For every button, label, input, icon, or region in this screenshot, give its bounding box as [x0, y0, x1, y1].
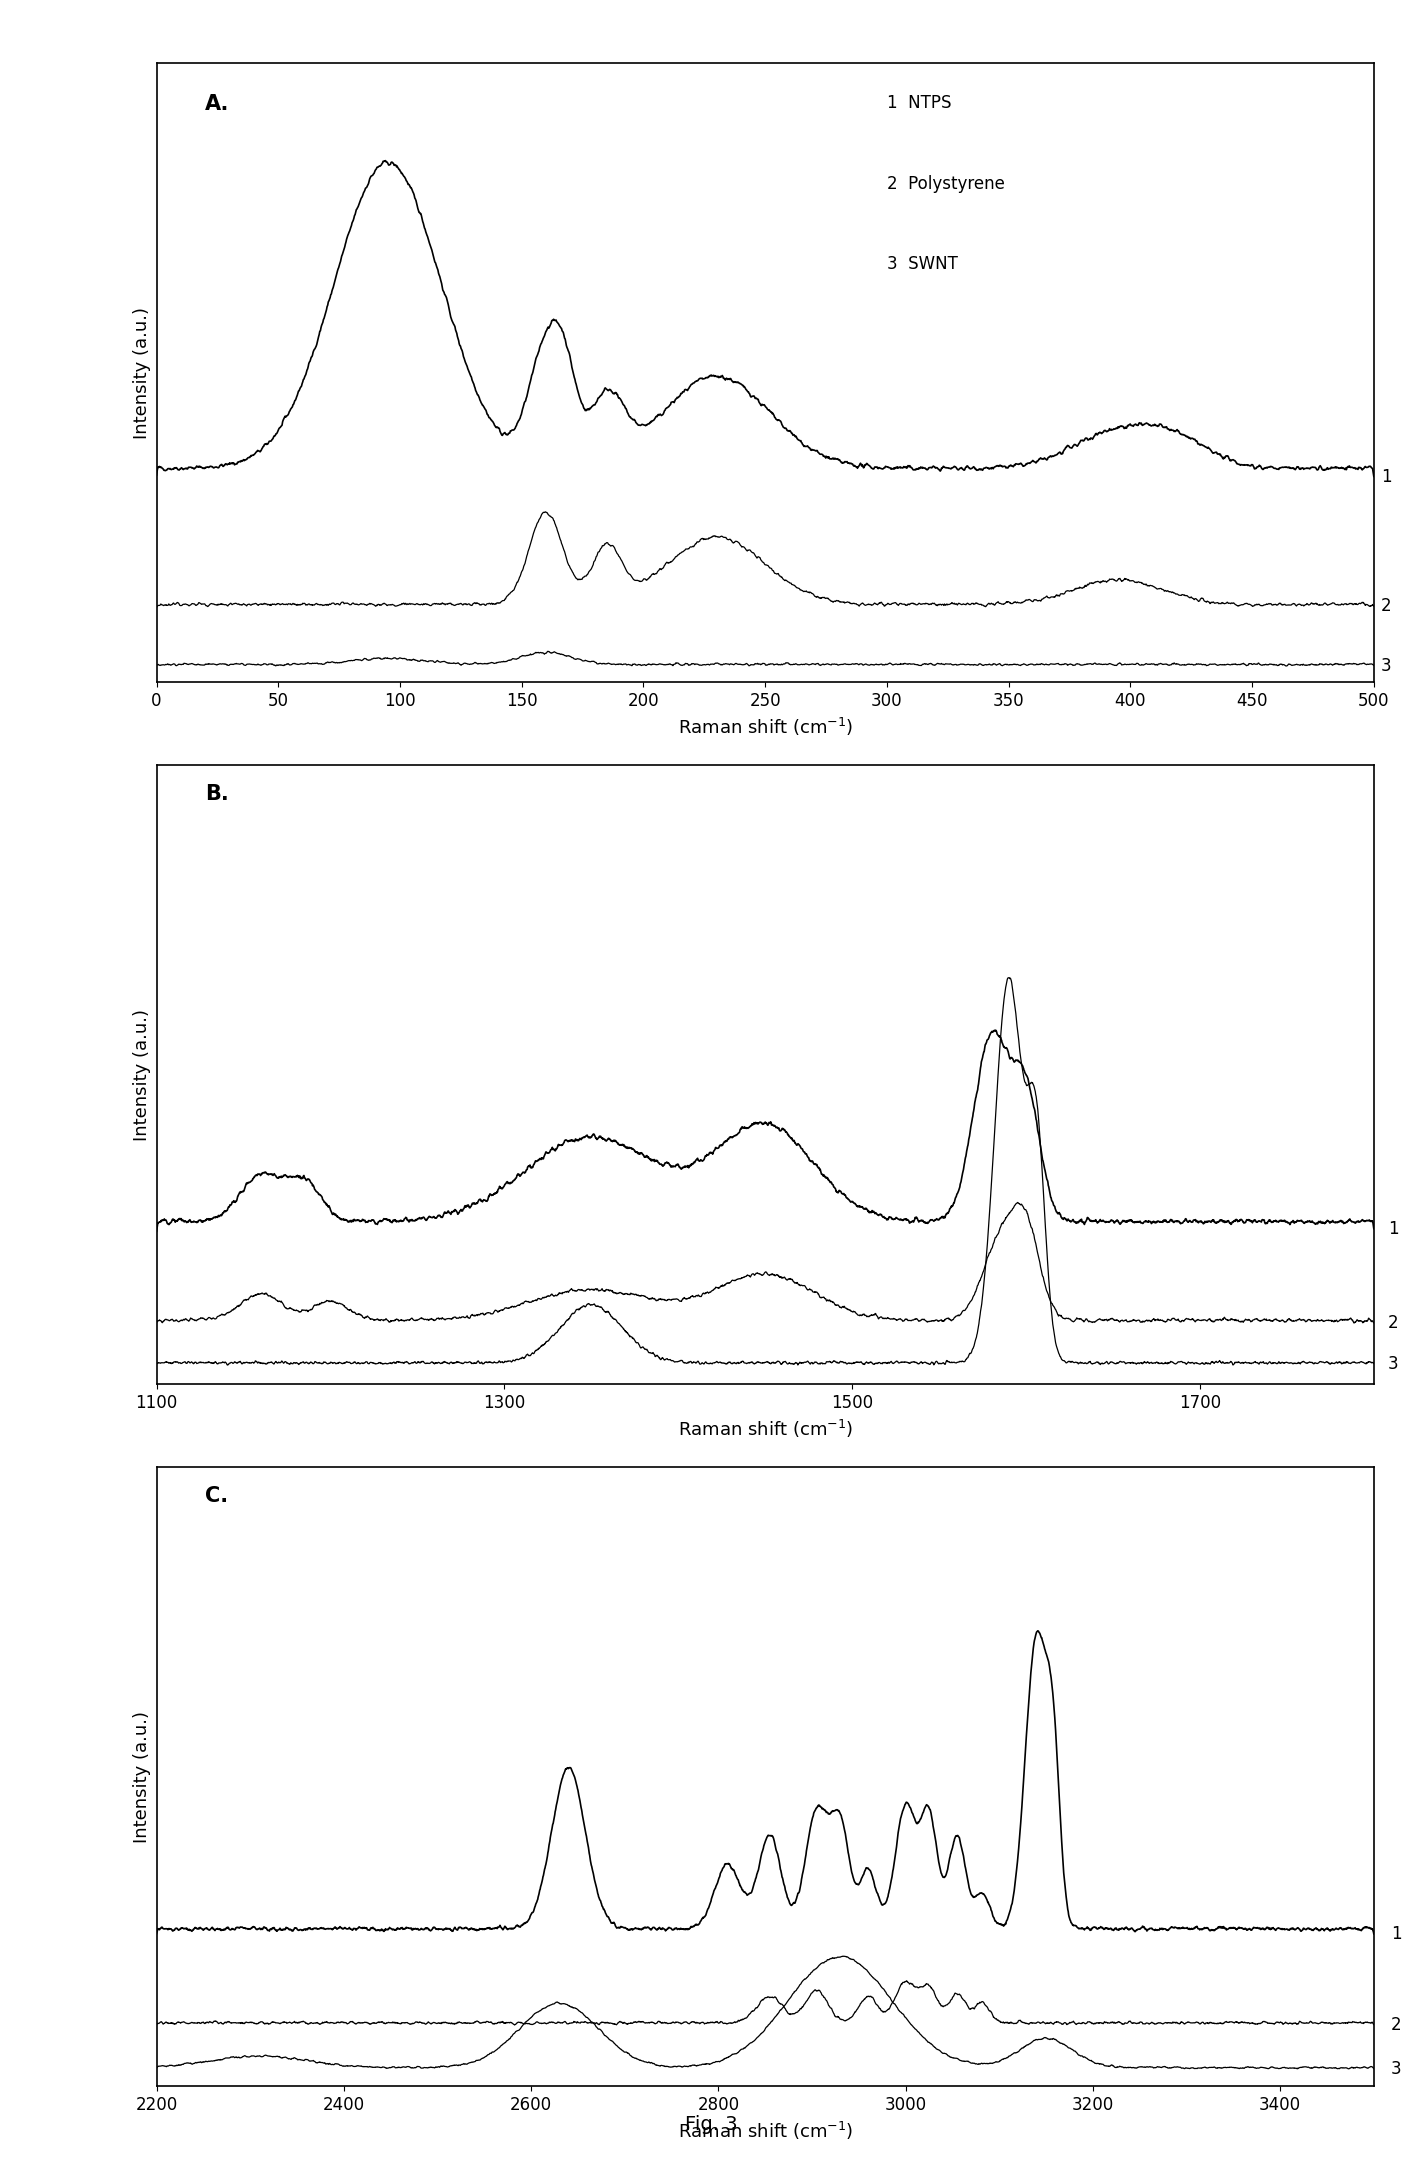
- X-axis label: Raman shift (cm$^{-1}$): Raman shift (cm$^{-1}$): [677, 2119, 852, 2140]
- Text: 2  Polystyrene: 2 Polystyrene: [887, 174, 1005, 193]
- Text: 1  NTPS: 1 NTPS: [887, 93, 951, 113]
- Text: 1: 1: [1387, 1219, 1397, 1239]
- X-axis label: Raman shift (cm$^{-1}$): Raman shift (cm$^{-1}$): [677, 1417, 852, 1439]
- Text: 2: 2: [1380, 598, 1392, 615]
- Text: B.: B.: [205, 784, 229, 804]
- Text: 1: 1: [1380, 467, 1392, 485]
- Text: 2: 2: [1390, 2017, 1400, 2034]
- X-axis label: Raman shift (cm$^{-1}$): Raman shift (cm$^{-1}$): [677, 715, 852, 737]
- Text: 3: 3: [1387, 1354, 1397, 1373]
- Y-axis label: Intensity (a.u.): Intensity (a.u.): [132, 1008, 151, 1141]
- Y-axis label: Intensity (a.u.): Intensity (a.u.): [132, 306, 151, 439]
- Text: 3: 3: [1390, 2060, 1400, 2077]
- Text: 1: 1: [1390, 1925, 1400, 1943]
- Text: Fig. 3: Fig. 3: [686, 2114, 737, 2134]
- Text: 3: 3: [1380, 656, 1392, 674]
- Text: 2: 2: [1387, 1315, 1397, 1332]
- Y-axis label: Intensity (a.u.): Intensity (a.u.): [132, 1710, 151, 1843]
- Text: 3  SWNT: 3 SWNT: [887, 254, 958, 274]
- Text: C.: C.: [205, 1486, 228, 1506]
- Text: A.: A.: [205, 93, 229, 113]
